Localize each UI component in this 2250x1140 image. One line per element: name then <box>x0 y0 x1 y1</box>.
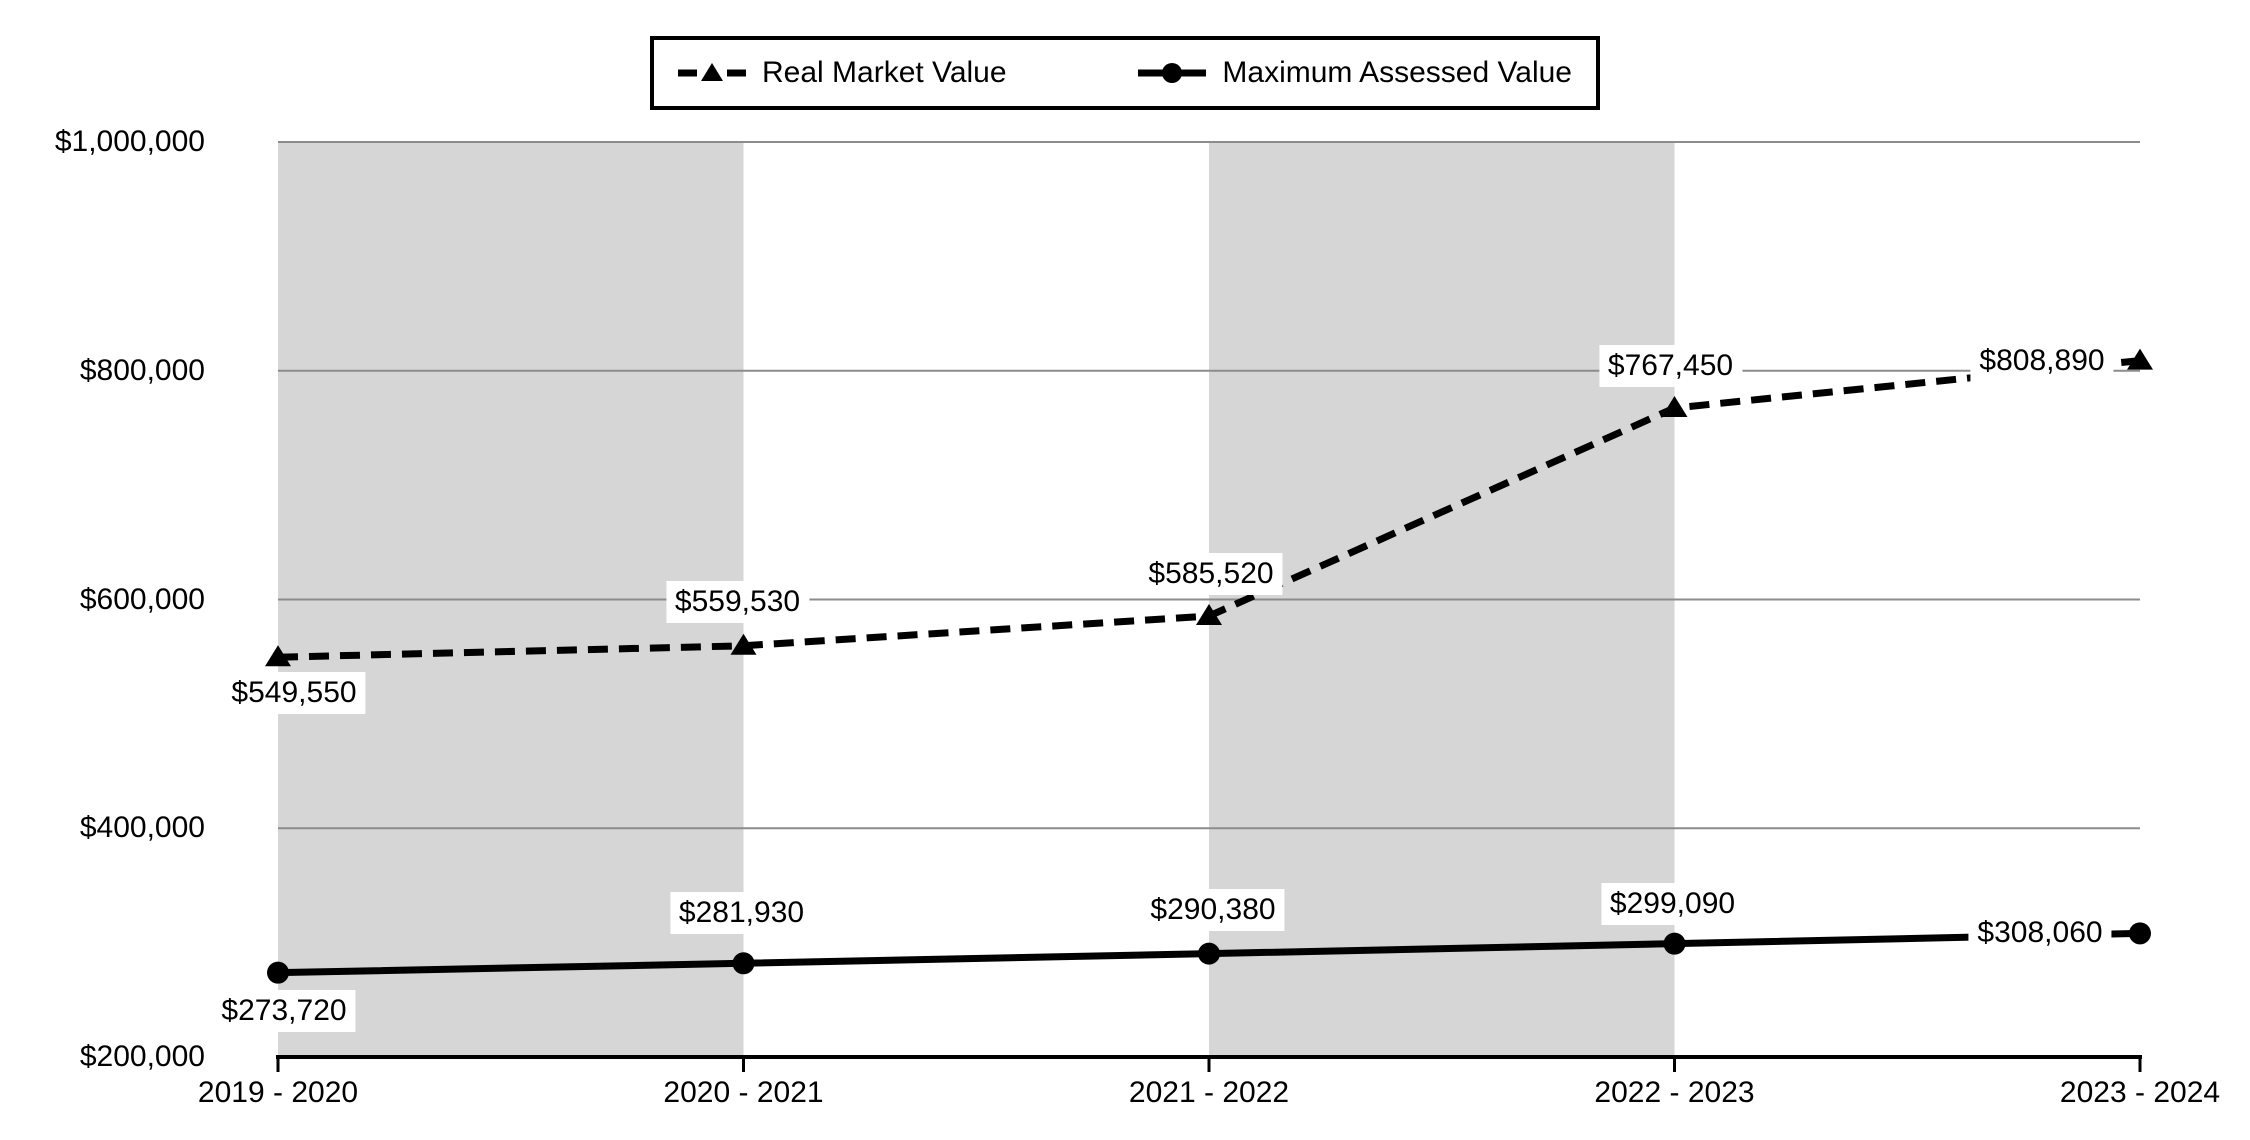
circle-marker <box>267 961 289 984</box>
circle-marker <box>732 952 755 975</box>
triangle-marker <box>2127 348 2153 370</box>
circle-marker <box>1198 942 1220 965</box>
legend-item-maximum-assessed-value: Maximum Assessed Value <box>1138 58 1572 88</box>
legend-item-real-market-value: Real Market Value <box>678 58 1007 88</box>
triangle-marker <box>1196 604 1222 626</box>
circle-marker <box>2129 922 2151 945</box>
circle-marker <box>1663 932 1686 955</box>
triangle-marker <box>265 645 291 667</box>
legend-label-maximum-assessed-value: Maximum Assessed Value <box>1222 56 1572 89</box>
solid-line-circle-icon <box>1138 63 1207 83</box>
triangle-marker <box>730 633 757 655</box>
triangle-marker <box>1661 395 1688 417</box>
chart-legend: Real Market Value Maximum Assessed Value <box>650 36 1600 110</box>
legend-label-real-market-value: Real Market Value <box>762 56 1007 89</box>
dashed-line-triangle-icon <box>678 63 746 81</box>
